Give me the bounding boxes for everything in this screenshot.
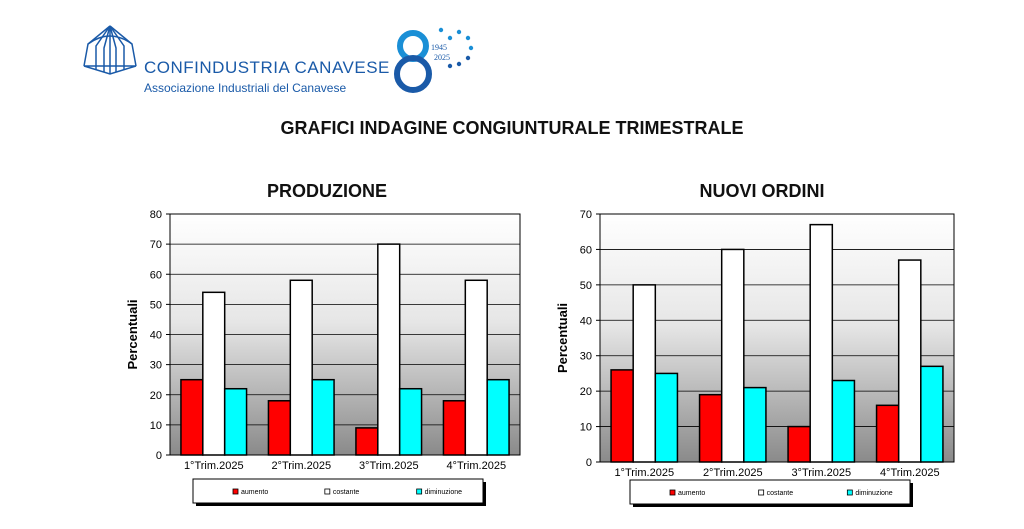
confindustria-shell-icon — [83, 25, 137, 75]
y-axis-label: Percentuali — [555, 303, 570, 373]
y-axis-label: Percentuali — [125, 299, 140, 369]
bar-diminuzione — [654, 372, 679, 463]
y-tick-label: 40 — [580, 315, 592, 327]
bar-costante — [632, 284, 657, 463]
legend-label-aumento: aumento — [678, 490, 705, 497]
bar-diminuzione — [311, 378, 335, 456]
y-tick-label: 20 — [150, 390, 162, 402]
bar-diminuzione — [486, 378, 510, 456]
y-tick-label: 60 — [580, 244, 592, 256]
x-tick-label: 1°Trim.2025 — [184, 460, 244, 472]
legend-swatch-diminuzione — [846, 489, 853, 496]
bar-diminuzione — [398, 387, 423, 456]
legend-label-diminuzione: diminuzione — [855, 490, 892, 497]
y-tick-label: 10 — [580, 422, 592, 434]
org-subtitle: Associazione Industriali del Canavese — [144, 81, 347, 95]
legend-swatch-aumento — [669, 489, 676, 496]
header: 1945 2025 CONFINDUSTRIA CANAVESE Associa… — [0, 0, 1024, 110]
x-tick-label: 4°Trim.2025 — [446, 460, 506, 472]
y-tick-label: 80 — [150, 209, 162, 221]
bar-costante — [897, 259, 922, 463]
y-tick-label: 40 — [150, 330, 162, 342]
x-tick-label: 2°Trim.2025 — [703, 467, 763, 479]
x-tick-label: 2°Trim.2025 — [271, 460, 331, 472]
y-tick-label: 30 — [150, 360, 162, 372]
bar-costante — [377, 243, 401, 456]
bar-aumento — [267, 400, 292, 456]
bar-diminuzione — [920, 365, 944, 463]
bar-diminuzione — [743, 386, 767, 463]
y-tick-label: 10 — [150, 420, 162, 432]
bar-diminuzione — [831, 379, 856, 463]
legend-swatch-costante — [324, 488, 331, 495]
page-title: GRAFICI INDAGINE CONGIUNTURALE TRIMESTRA… — [280, 118, 744, 138]
chart-title-produzione: PRODUZIONE — [266, 181, 387, 201]
anniversary-start-year: 1945 — [431, 43, 447, 52]
x-tick-label: 3°Trim.2025 — [359, 460, 419, 472]
bar-aumento — [875, 404, 900, 463]
chart-produzione: 0 10 20 30 40 50 60 70 80 Percentuali 1°Trim.2025 2… — [125, 209, 521, 506]
org-name: CONFINDUSTRIA CANAVESE — [144, 58, 390, 77]
bar-aumento — [610, 369, 634, 463]
x-tick-label: 1°Trim.2025 — [614, 467, 674, 479]
legend-box — [192, 478, 484, 504]
anniversary-end-year: 2025 — [434, 53, 450, 62]
y-tick-label: 60 — [150, 269, 162, 281]
y-tick-label: 0 — [156, 450, 162, 462]
y-tick-label: 70 — [580, 209, 592, 221]
header-graphics: 1945 2025 — [83, 25, 474, 93]
legend-label-costante: costante — [767, 490, 794, 497]
bar-costante — [720, 248, 745, 463]
legend-swatch-diminuzione — [416, 488, 423, 495]
y-tick-label: 50 — [150, 299, 162, 311]
legend-box — [629, 479, 911, 505]
legend-label-aumento: aumento — [241, 489, 268, 496]
anniversary-80-icon: 1945 2025 — [394, 27, 474, 93]
bar-aumento — [180, 378, 204, 456]
y-tick-label: 20 — [580, 386, 592, 398]
legend-swatch-costante — [758, 489, 765, 496]
bar-aumento — [698, 393, 723, 463]
legend-label-costante: costante — [333, 489, 360, 496]
bar-costante — [202, 291, 226, 456]
bar-costante — [809, 223, 834, 463]
y-tick-label: 0 — [586, 457, 592, 469]
x-tick-label: 4°Trim.2025 — [880, 467, 940, 479]
bar-aumento — [355, 427, 379, 456]
chart-title-nuovi-ordini: NUOVI ORDINI — [699, 181, 825, 201]
legend-swatch-aumento — [232, 488, 239, 495]
y-tick-label: 30 — [580, 351, 592, 363]
y-tick-label: 50 — [580, 280, 592, 292]
bar-aumento — [787, 425, 811, 463]
x-tick-label: 3°Trim.2025 — [791, 467, 851, 479]
bar-costante — [289, 279, 313, 456]
org-logo-text: CONFINDUSTRIA CANAVESE Associazione Indu… — [144, 58, 390, 95]
legend-label-diminuzione: diminuzione — [425, 489, 462, 496]
bar-costante — [464, 279, 488, 456]
y-tick-label: 70 — [150, 239, 162, 251]
bar-aumento — [442, 400, 467, 456]
chart-nuovi-ordini: 0 10 20 30 40 50 60 70 Percentuali 1°Trim.2025 2°T… — [555, 209, 955, 507]
bar-diminuzione — [223, 387, 248, 456]
